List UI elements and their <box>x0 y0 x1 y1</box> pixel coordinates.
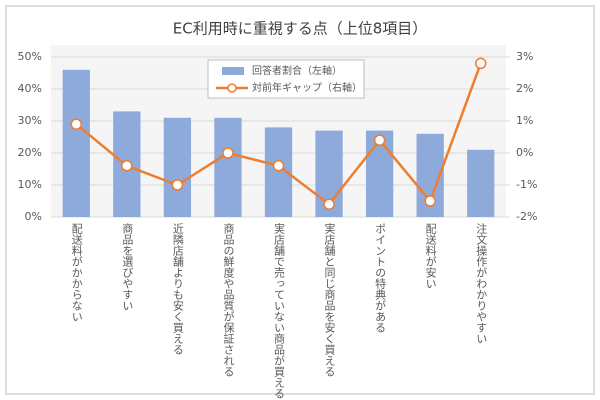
y2-tick-label: 1% <box>516 114 533 127</box>
bar <box>467 149 495 217</box>
y-tick-label: 40% <box>18 82 42 95</box>
y2-tick-label: 2% <box>516 82 533 95</box>
x-tick-label: 商品を選びやすい <box>121 222 134 311</box>
line-marker <box>121 160 133 172</box>
y2-tick-label: -2% <box>516 210 537 223</box>
legend-swatch <box>222 67 244 75</box>
y2-tick-label: 0% <box>516 146 533 159</box>
line-marker <box>70 118 83 130</box>
bar <box>62 69 90 217</box>
y-tick-label: 0% <box>25 210 42 223</box>
legend-label: 回答者割合（左軸） <box>252 64 342 77</box>
x-tick-label: 配送料が安い <box>424 223 437 289</box>
x-tick-label: 注文操作がわかりやすい <box>475 222 488 344</box>
line-marker <box>474 57 487 70</box>
legend-label: 対前年ギャップ（右軸） <box>252 81 362 94</box>
y-tick-label: 10% <box>18 178 42 191</box>
line-marker <box>272 160 285 172</box>
bar <box>163 117 192 217</box>
y2-tick-label: 3% <box>516 50 533 63</box>
chart-title: EC利用時に重視する点（上位8項目） <box>173 20 428 38</box>
line-marker <box>424 195 436 207</box>
legend: 回答者割合（左軸） 対前年ギャップ（右軸） <box>207 59 365 99</box>
x-tick-label: 実店舗と同じ商品を安く買える <box>323 222 336 377</box>
y-tick-label: 30% <box>18 114 42 127</box>
line-marker <box>222 147 234 159</box>
x-tick-label: 近隣店舗よりも安く買える <box>171 223 184 355</box>
line-marker <box>171 179 184 191</box>
line-marker <box>323 198 335 210</box>
y-tick-label: 20% <box>18 146 42 159</box>
y-tick-label: 50% <box>18 50 42 63</box>
line-marker <box>373 134 386 146</box>
legend-marker <box>227 83 237 93</box>
x-tick-label: 配送料がかからない <box>70 223 83 322</box>
x-tick-label: ポイントの特典がある <box>374 223 387 333</box>
x-tick-label: 実店舗で売っていない商品が買える <box>273 222 286 399</box>
bar <box>214 117 242 217</box>
x-tick-label: 商品の鮮度や品質が保証される <box>222 222 235 377</box>
y2-tick-label: -1% <box>516 178 537 191</box>
